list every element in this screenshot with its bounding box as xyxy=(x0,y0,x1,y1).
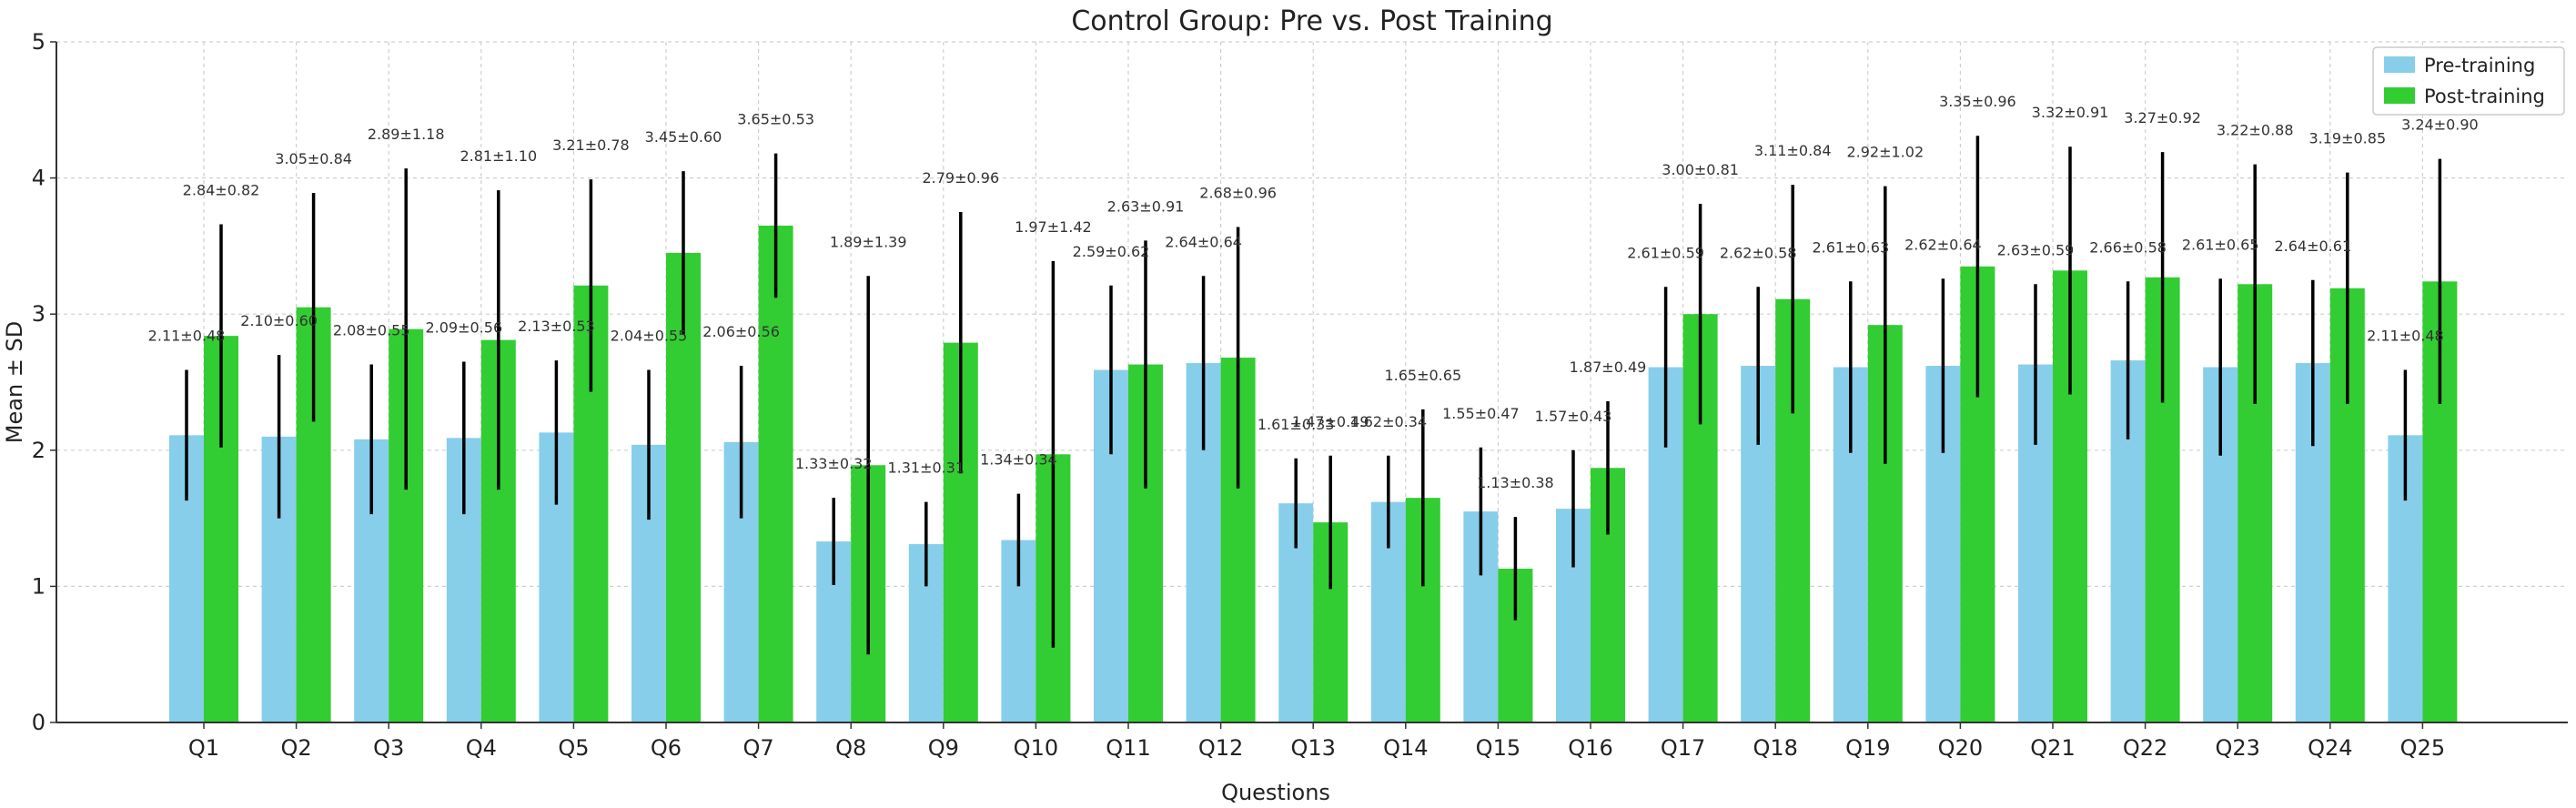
chart-title: Control Group: Pre vs. Post Training xyxy=(1071,5,1552,37)
data-label-post-training-q17: 3.00±0.81 xyxy=(1662,161,1739,178)
x-tick-label-q23: Q23 xyxy=(2215,735,2259,761)
x-tick-label-q19: Q19 xyxy=(1845,735,1890,761)
x-tick-label-q17: Q17 xyxy=(1661,735,1705,761)
data-label-post-training-q7: 3.65±0.53 xyxy=(737,111,814,128)
data-label-post-training-q8: 1.89±1.39 xyxy=(830,233,907,250)
data-label-post-training-q4: 2.81±1.10 xyxy=(460,147,537,165)
data-label-pre-training-q11: 2.59±0.62 xyxy=(1073,243,1150,260)
x-tick-label-q25: Q25 xyxy=(2400,735,2445,761)
x-tick-label-q9: Q9 xyxy=(928,735,959,761)
data-label-post-training-q2: 3.05±0.84 xyxy=(275,150,352,167)
data-label-pre-training-q12: 2.64±0.64 xyxy=(1165,233,1242,250)
x-tick-label-q7: Q7 xyxy=(743,735,774,761)
x-tick-label-q12: Q12 xyxy=(1198,735,1243,761)
data-label-post-training-q21: 3.32±0.91 xyxy=(2032,104,2109,121)
y-tick-label: 4 xyxy=(32,166,45,191)
data-label-pre-training-q4: 2.09±0.56 xyxy=(425,319,502,337)
data-label-post-training-q5: 3.21±0.78 xyxy=(552,136,630,154)
data-label-post-training-q19: 2.92±1.02 xyxy=(1846,144,1924,161)
y-tick-label: 5 xyxy=(32,29,45,55)
data-label-pre-training-q7: 2.06±0.56 xyxy=(702,323,780,340)
x-tick-label-q4: Q4 xyxy=(466,735,497,761)
data-label-post-training-q22: 3.27±0.92 xyxy=(2124,109,2201,126)
x-tick-label-q18: Q18 xyxy=(1753,735,1797,761)
y-tick-label: 1 xyxy=(32,573,45,599)
data-label-post-training-q10: 1.97±1.42 xyxy=(1015,218,1092,236)
data-label-post-training-q18: 3.11±0.84 xyxy=(1754,142,1832,159)
x-tick-label-q22: Q22 xyxy=(2123,735,2167,761)
x-tick-label-q14: Q14 xyxy=(1383,735,1428,761)
x-tick-label-q10: Q10 xyxy=(1014,735,1058,761)
x-tick-label-q16: Q16 xyxy=(1568,735,1612,761)
x-tick-label-q24: Q24 xyxy=(2308,735,2352,761)
data-label-pre-training-q6: 2.04±0.55 xyxy=(611,328,688,345)
legend-box xyxy=(2372,46,2565,116)
data-label-pre-training-q10: 1.34±0.34 xyxy=(980,451,1057,469)
x-tick-label-q20: Q20 xyxy=(1938,735,1983,761)
x-tick-label-q15: Q15 xyxy=(1476,735,1520,761)
data-label-post-training-q13: 1.47±0.49 xyxy=(1292,413,1369,430)
x-tick-label-q21: Q21 xyxy=(2030,735,2075,761)
data-label-pre-training-q14: 1.62±0.34 xyxy=(1349,413,1427,430)
legend-swatch-post-training xyxy=(2384,87,2415,104)
data-label-pre-training-q24: 2.64±0.61 xyxy=(2274,237,2351,255)
bar-post-training-q7 xyxy=(758,225,793,722)
data-label-post-training-q3: 2.89±1.18 xyxy=(368,126,445,143)
y-axis-label: Mean ± SD xyxy=(2,321,27,443)
data-label-pre-training-q1: 2.11±0.48 xyxy=(148,328,226,345)
data-label-pre-training-q16: 1.57±0.43 xyxy=(1535,408,1612,425)
data-label-pre-training-q18: 2.62±0.58 xyxy=(1720,244,1797,261)
data-label-pre-training-q22: 2.66±0.58 xyxy=(2089,238,2167,256)
x-tick-label-q6: Q6 xyxy=(651,735,682,761)
data-label-post-training-q1: 2.84±0.82 xyxy=(183,181,260,198)
data-label-pre-training-q13: 1.61±0.33 xyxy=(1258,416,1335,433)
data-labels: 2.11±0.48 2.10±0.60 2.08±0.55 2.09±0.56 2.13… xyxy=(148,93,2479,491)
legend-label-post-training: Post-training xyxy=(2424,86,2545,107)
error-bars xyxy=(185,136,2442,655)
x-axis-label: Questions xyxy=(1221,780,1330,805)
x-tick-label-q1: Q1 xyxy=(188,735,219,761)
data-label-post-training-q9: 2.79±0.96 xyxy=(922,169,999,187)
data-label-post-training-q20: 3.35±0.96 xyxy=(1939,93,2016,110)
data-label-post-training-q6: 3.45±0.60 xyxy=(645,128,722,146)
data-label-post-training-q14: 1.65±0.65 xyxy=(1384,367,1461,384)
y-tick-label: 0 xyxy=(32,710,45,735)
x-tick-label-q5: Q5 xyxy=(558,735,589,761)
x-tick-label-q11: Q11 xyxy=(1106,735,1150,761)
x-tick-label-q2: Q2 xyxy=(281,735,312,761)
legend-swatch-pre-training xyxy=(2384,56,2415,73)
data-label-post-training-q23: 3.22±0.88 xyxy=(2217,122,2294,139)
data-label-post-training-q24: 3.19±0.85 xyxy=(2308,130,2386,147)
data-label-pre-training-q25: 2.11±0.48 xyxy=(2367,328,2444,345)
data-label-post-training-q11: 2.63±0.91 xyxy=(1107,197,1185,215)
x-tick-label-q13: Q13 xyxy=(1290,735,1335,761)
data-label-pre-training-q9: 1.31±0.31 xyxy=(887,460,965,477)
data-label-pre-training-q21: 2.63±0.59 xyxy=(1997,241,2075,258)
tick-labels: 0 1 2 3 4 5 Q1 Q2 Q3 Q4 Q5 Q6 Q7 Q8 Q9 Q10 Q11 Q12 Q13 Q14 Q… xyxy=(32,29,2445,761)
y-tick-label: 2 xyxy=(32,438,45,463)
x-tick-label-q3: Q3 xyxy=(373,735,404,761)
axes xyxy=(56,42,2568,723)
x-tick-label-q8: Q8 xyxy=(835,735,866,761)
data-label-pre-training-q20: 2.62±0.64 xyxy=(1904,236,1982,253)
data-label-pre-training-q23: 2.61±0.65 xyxy=(2182,236,2259,253)
data-label-post-training-q16: 1.87±0.49 xyxy=(1570,359,1647,376)
data-label-pre-training-q8: 1.33±0.32 xyxy=(795,455,873,472)
data-label-pre-training-q19: 2.61±0.63 xyxy=(1812,238,1889,256)
data-label-pre-training-q3: 2.08±0.55 xyxy=(333,322,410,339)
data-label-post-training-q15: 1.13±0.38 xyxy=(1477,474,1554,491)
legend-label-pre-training: Pre-training xyxy=(2424,55,2535,76)
y-tick-label: 3 xyxy=(32,301,45,327)
data-label-pre-training-q5: 2.13±0.53 xyxy=(518,318,595,335)
data-label-pre-training-q17: 2.61±0.59 xyxy=(1627,244,1704,261)
data-label-pre-training-q2: 2.10±0.60 xyxy=(240,312,318,329)
data-label-post-training-q25: 3.24±0.90 xyxy=(2401,116,2479,134)
data-label-pre-training-q15: 1.55±0.47 xyxy=(1442,405,1520,422)
data-label-post-training-q12: 2.68±0.96 xyxy=(1199,184,1277,201)
legend: Pre-training Post-training xyxy=(2372,46,2565,116)
